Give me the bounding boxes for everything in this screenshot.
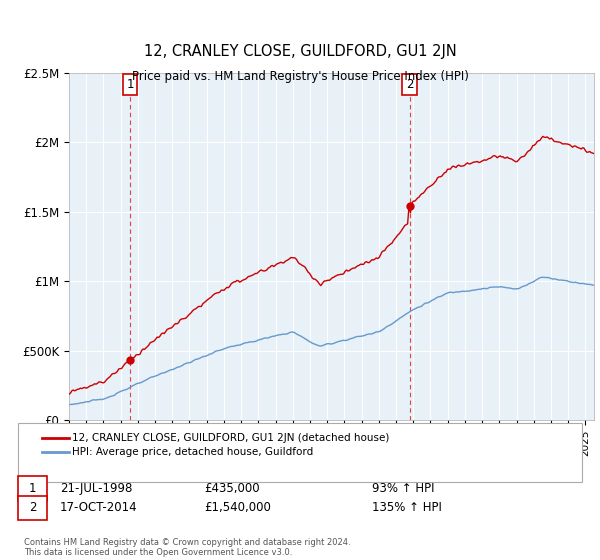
Text: 93% ↑ HPI: 93% ↑ HPI — [372, 482, 434, 495]
Text: 21-JUL-1998: 21-JUL-1998 — [60, 482, 133, 495]
Text: Price paid vs. HM Land Registry's House Price Index (HPI): Price paid vs. HM Land Registry's House … — [131, 70, 469, 83]
Text: 1: 1 — [29, 482, 36, 495]
Text: £1,540,000: £1,540,000 — [204, 501, 271, 515]
Text: HPI: Average price, detached house, Guildford: HPI: Average price, detached house, Guil… — [72, 447, 313, 458]
Text: 2: 2 — [29, 501, 36, 515]
Text: 1: 1 — [127, 78, 134, 91]
Text: £435,000: £435,000 — [204, 482, 260, 495]
Text: Contains HM Land Registry data © Crown copyright and database right 2024.
This d: Contains HM Land Registry data © Crown c… — [24, 538, 350, 557]
Text: 135% ↑ HPI: 135% ↑ HPI — [372, 501, 442, 515]
Text: 12, CRANLEY CLOSE, GUILDFORD, GU1 2JN: 12, CRANLEY CLOSE, GUILDFORD, GU1 2JN — [143, 44, 457, 59]
Text: 12, CRANLEY CLOSE, GUILDFORD, GU1 2JN (detached house): 12, CRANLEY CLOSE, GUILDFORD, GU1 2JN (d… — [72, 433, 389, 443]
Text: 2: 2 — [406, 78, 413, 91]
Text: 17-OCT-2014: 17-OCT-2014 — [60, 501, 137, 515]
